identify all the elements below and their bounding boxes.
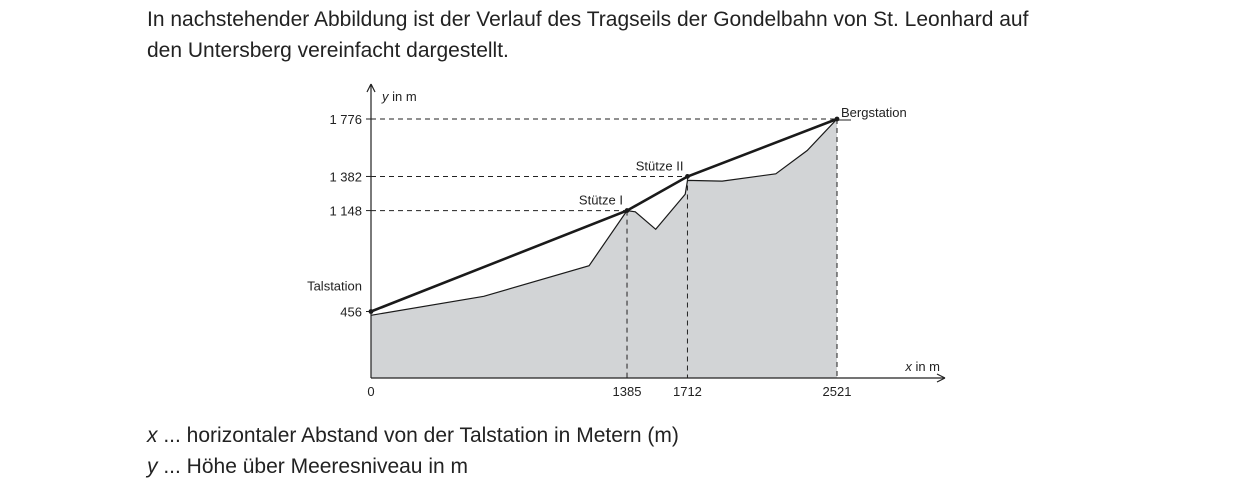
legend-x: x ... horizontaler Abstand von der Talst… bbox=[147, 420, 679, 451]
cable-label-3: Bergstation bbox=[841, 105, 907, 120]
cable-layer bbox=[368, 116, 840, 314]
y-axis-label-var: y bbox=[381, 89, 390, 104]
x-axis-label-var: x bbox=[904, 359, 912, 374]
intro-text: In nachstehender Abbildung ist der Verla… bbox=[147, 4, 1147, 66]
legend-x-var: x bbox=[147, 424, 158, 447]
legend-y-text: ... Höhe über Meeresniveau in m bbox=[157, 455, 468, 478]
cable-line bbox=[370, 117, 838, 313]
cable-point-3 bbox=[834, 116, 840, 122]
cable-point-1 bbox=[624, 208, 630, 213]
terrain-layer bbox=[370, 118, 838, 378]
y-axis-arrow bbox=[366, 83, 376, 93]
y-tick-label-2: 1 382 bbox=[329, 169, 362, 184]
x-axis-label: x in m bbox=[904, 359, 940, 374]
cable-point-0 bbox=[368, 309, 374, 314]
cable-label-0: Talstation bbox=[307, 279, 362, 294]
x-tick-label-3: 2521 bbox=[823, 384, 852, 399]
y-tick-label-0: 456 bbox=[340, 305, 362, 320]
legend-y-var: y bbox=[147, 455, 158, 478]
guide-lines bbox=[371, 118, 838, 378]
terrain-area bbox=[371, 119, 837, 378]
terrain-outline bbox=[370, 118, 838, 316]
legend-y: y ... Höhe über Meeresniveau in m bbox=[147, 451, 679, 482]
cable-point-2 bbox=[685, 174, 690, 179]
y-tick-label-1: 1 148 bbox=[329, 204, 362, 219]
y-axis-label: y in m bbox=[381, 89, 417, 104]
intro-line-1: In nachstehender Abbildung ist der Verla… bbox=[147, 8, 1029, 31]
x-axis-label-unit: in m bbox=[912, 359, 940, 374]
x-tick-label-0: 0 bbox=[367, 384, 374, 399]
x-tick-label-2: 1712 bbox=[673, 384, 702, 399]
legend-x-text: ... horizontaler Abstand von der Talstat… bbox=[157, 424, 679, 447]
intro-line-2: den Untersberg vereinfacht dargestellt. bbox=[147, 39, 509, 62]
x-axis-arrow bbox=[936, 373, 946, 383]
y-axis-label-unit: in m bbox=[389, 89, 417, 104]
variable-legend: x ... horizontaler Abstand von der Talst… bbox=[147, 420, 679, 482]
x-tick-label-1: 1385 bbox=[613, 384, 642, 399]
axes bbox=[366, 83, 946, 383]
cable-label-1: Stütze I bbox=[579, 193, 623, 208]
cable-label-2: Stütze II bbox=[636, 158, 684, 173]
y-tick-label-3: 1 776 bbox=[329, 112, 362, 127]
